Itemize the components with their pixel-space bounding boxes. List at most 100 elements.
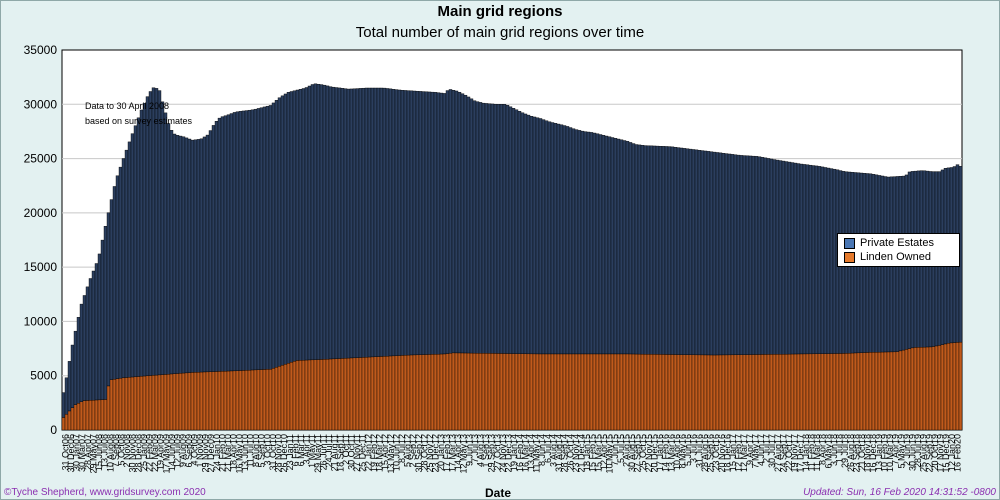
bar-linden-owned <box>100 399 105 431</box>
bar-linden-owned <box>595 353 600 431</box>
bar-linden-owned <box>280 365 285 431</box>
bar-linden-owned <box>166 374 171 431</box>
x-tick-label: 9 Apr17 <box>745 434 755 465</box>
bar-linden-owned <box>139 376 144 431</box>
bar-private-estates <box>730 154 735 356</box>
bar-linden-owned <box>91 399 96 431</box>
bar-private-estates <box>157 90 162 376</box>
bar-linden-owned <box>220 371 225 431</box>
bar-linden-owned <box>496 353 501 431</box>
bar-linden-owned <box>436 353 441 431</box>
bar-private-estates <box>736 154 741 355</box>
bar-private-estates <box>631 143 636 355</box>
bar-private-estates <box>292 90 297 362</box>
x-tick-label: 28 Sep14 <box>560 434 570 473</box>
bar-linden-owned <box>931 346 936 431</box>
bar-linden-owned <box>511 353 516 431</box>
bar-linden-owned <box>835 353 840 431</box>
bar-linden-owned <box>493 353 498 431</box>
bar-linden-owned <box>562 353 567 431</box>
annotation-line-2: based on survey estimates <box>85 116 193 126</box>
x-tick-label: 13 Jan19 <box>874 434 884 471</box>
bar-private-estates <box>193 139 198 373</box>
bar-linden-owned <box>529 353 534 431</box>
x-tick-label: 17 Dec17 <box>795 434 805 473</box>
bar-linden-owned <box>322 359 327 431</box>
bar-linden-owned <box>868 352 873 431</box>
bar-linden-owned <box>331 358 336 431</box>
bar-private-estates <box>691 149 696 356</box>
bar-linden-owned <box>826 353 831 431</box>
bar-private-estates <box>166 123 171 375</box>
bar-linden-owned <box>376 356 381 431</box>
x-tick-label: 10 Mar19 <box>885 434 895 472</box>
bar-linden-owned <box>379 356 384 431</box>
bar-linden-owned <box>181 372 186 431</box>
bar-private-estates <box>259 107 264 370</box>
x-tick-label: 26 Jun11 <box>318 434 328 470</box>
x-tick-label: 6 Feb11 <box>290 434 300 466</box>
bar-linden-owned <box>433 354 438 431</box>
x-tick-label: 14 Apr13 <box>453 434 463 470</box>
bar-linden-owned <box>382 356 387 431</box>
x-tick-label: 28 Jul19 <box>913 434 923 468</box>
bar-private-estates <box>802 164 807 355</box>
bar-private-estates <box>127 141 132 378</box>
y-tick-label: 10000 <box>24 314 58 328</box>
bar-private-estates <box>241 110 246 371</box>
bar-linden-owned <box>781 354 786 431</box>
bar-linden-owned <box>760 354 765 431</box>
bar-linden-owned <box>850 352 855 431</box>
bar-private-estates <box>337 87 342 359</box>
x-tick-label: 14 Jan18 <box>801 434 811 471</box>
x-tick-label: 25 Oct15 <box>638 434 648 471</box>
x-tick-label: 3 Aug14 <box>548 434 558 467</box>
bar-linden-owned <box>910 347 915 431</box>
bar-linden-owned <box>829 353 834 431</box>
bar-private-estates <box>775 159 780 355</box>
bar-private-estates <box>553 123 558 355</box>
bar-linden-owned <box>745 354 750 431</box>
bar-private-estates <box>190 139 195 373</box>
bar-private-estates <box>679 147 684 355</box>
bar-private-estates <box>331 86 336 360</box>
bar-private-estates <box>370 87 375 358</box>
bar-linden-owned <box>370 356 375 431</box>
bar-private-estates <box>547 121 552 355</box>
bar-linden-owned <box>445 353 450 431</box>
x-tick-label: 20 Nov16 <box>717 434 727 473</box>
bar-linden-owned <box>784 353 789 431</box>
x-tick-label: 9 Jun13 <box>464 434 474 466</box>
bar-linden-owned <box>802 353 807 431</box>
bar-private-estates <box>628 142 633 355</box>
bar-linden-owned <box>592 353 597 431</box>
bar-linden-owned <box>952 342 957 431</box>
x-tick-label: 16 May10 <box>234 434 244 474</box>
bar-private-estates <box>727 153 732 356</box>
bar-linden-owned <box>364 357 369 431</box>
bar-linden-owned <box>262 369 267 431</box>
bar-linden-owned <box>265 369 270 431</box>
bar-linden-owned <box>346 357 351 431</box>
bar-linden-owned <box>283 364 288 431</box>
x-tick-label: 12 Apr15 <box>599 434 609 470</box>
bar-linden-owned <box>730 354 735 431</box>
x-tick-label: 15 Dec19 <box>941 434 951 473</box>
bar-private-estates <box>226 114 231 372</box>
bar-private-estates <box>574 129 579 355</box>
bar-private-estates <box>718 152 723 356</box>
bar-private-estates <box>817 166 822 354</box>
bar-linden-owned <box>940 344 945 431</box>
bar-linden-owned <box>922 346 927 431</box>
credit-text: ©Tyche Shepherd, www.gridsurvey.com 2020 <box>4 487 206 498</box>
bar-linden-owned <box>817 353 822 431</box>
bar-private-estates <box>418 91 423 355</box>
bar-private-estates <box>265 105 270 370</box>
bar-private-estates <box>106 212 111 387</box>
legend-item-linden: Linden Owned <box>844 251 931 264</box>
x-tick-label: 22 Nov15 <box>644 434 654 473</box>
x-tick-label: 16 Dec18 <box>868 434 878 473</box>
bar-linden-owned <box>412 354 417 431</box>
bar-private-estates <box>322 84 327 360</box>
bar-private-estates <box>484 103 489 354</box>
